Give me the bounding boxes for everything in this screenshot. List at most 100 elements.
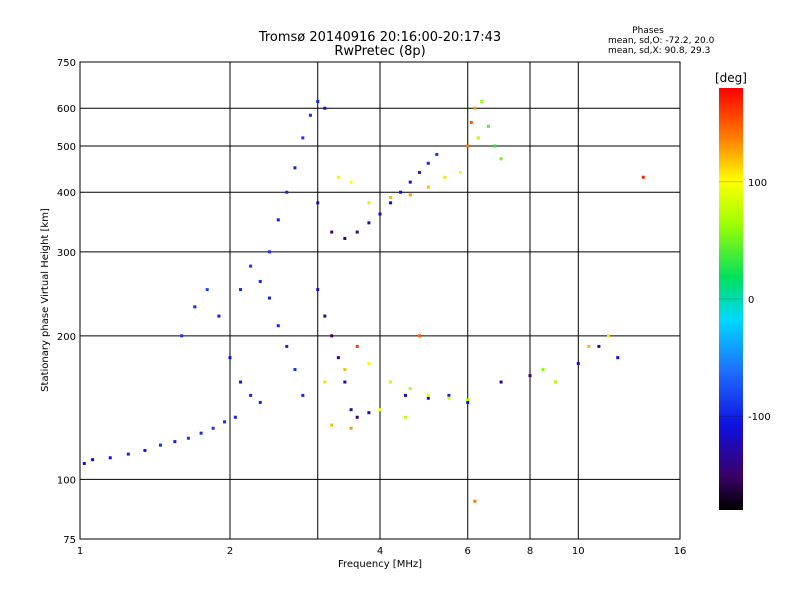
colorbar-tick-label: -100: [748, 412, 771, 423]
data-point-o: [403, 393, 407, 397]
y-tick-label: 750: [57, 58, 76, 69]
data-point-x: [541, 367, 545, 371]
data-point-o: [417, 170, 421, 174]
data-point-o: [336, 356, 340, 360]
data-point-o: [91, 458, 95, 462]
y-tick-label: 600: [57, 104, 76, 115]
data-point-o: [217, 314, 221, 318]
data-point-o: [173, 440, 177, 444]
data-point-o: [276, 324, 280, 328]
colorbar: [719, 88, 743, 510]
colorbar-tick-label: 0: [748, 295, 754, 306]
data-point-o: [205, 288, 209, 292]
data-point-o: [126, 452, 130, 456]
data-point-x: [469, 121, 473, 125]
data-point-x: [607, 334, 611, 338]
chart-subtitle: RwPretec (8p): [334, 44, 425, 59]
data-point-o: [323, 106, 327, 110]
data-point-x: [367, 201, 371, 205]
data-point-o: [258, 279, 262, 283]
data-point-x: [458, 170, 462, 174]
data-point-x: [349, 180, 353, 184]
data-point-x: [378, 408, 382, 412]
x-tick-label: 16: [674, 546, 687, 557]
data-point-o: [349, 408, 353, 412]
grid: [79, 61, 681, 540]
data-point-o: [399, 190, 403, 194]
data-point-x: [349, 426, 353, 430]
x-tick-label: 1: [77, 546, 83, 557]
data-point-x: [447, 396, 451, 400]
y-tick-label: 100: [57, 475, 76, 486]
x-tick-label: 6: [465, 546, 471, 557]
data-point-o: [180, 334, 184, 338]
data-point-o: [499, 380, 503, 384]
data-point-o: [293, 166, 297, 170]
y-tick-label: 75: [63, 535, 76, 546]
data-point-x: [417, 334, 421, 338]
data-point-o: [301, 393, 305, 397]
data-point-x: [426, 185, 430, 189]
data-point-o: [285, 190, 289, 194]
data-point-o: [308, 113, 312, 117]
data-point-x: [336, 175, 340, 179]
data-point-x: [553, 380, 557, 384]
data-point-o: [426, 396, 430, 400]
data-point-o: [316, 288, 320, 292]
data-point-o: [316, 99, 320, 103]
data-point-x: [466, 398, 470, 402]
data-point-o: [528, 374, 532, 378]
data-point-o: [239, 288, 243, 292]
data-point-o: [576, 361, 580, 365]
x-tick-label: 2: [227, 546, 233, 557]
data-point-o: [447, 393, 451, 397]
data-point-o: [285, 344, 289, 348]
data-point-x: [367, 361, 371, 365]
data-point-o: [367, 411, 371, 415]
data-point-o: [343, 380, 347, 384]
data-point-x: [587, 344, 591, 348]
data-point-x: [355, 344, 359, 348]
stats-line-x: mean, sd,X: 90.8, 29.3: [608, 46, 710, 56]
y-tick-label: 400: [57, 188, 76, 199]
data-point-o: [330, 334, 334, 338]
data-point-o: [316, 201, 320, 205]
data-point-x: [426, 393, 430, 397]
y-tick-label: 200: [57, 332, 76, 343]
data-point-o: [301, 136, 305, 140]
y-tick-labels: 75 100 200 300 400 500 600 750: [57, 58, 76, 546]
colorbar-ticks: 100 0 -100: [719, 178, 771, 423]
data-point-o: [267, 250, 271, 254]
stats-line-o: mean, sd,O: -72.2, 20.0: [608, 36, 715, 46]
data-point-x: [466, 144, 470, 148]
data-point-x: [486, 124, 490, 128]
data-point-o: [466, 400, 470, 404]
data-point-x: [403, 415, 407, 419]
data-point-o: [426, 161, 430, 165]
data-point-x: [473, 106, 477, 110]
data-point-x: [493, 144, 497, 148]
data-point-x: [473, 499, 477, 503]
data-point-o: [211, 426, 215, 430]
data-point-x: [389, 195, 393, 199]
y-tick-label: 500: [57, 142, 76, 153]
data-point-x: [343, 367, 347, 371]
data-point-o: [267, 296, 271, 300]
y-tick-label: 300: [57, 248, 76, 259]
data-point-o: [193, 305, 197, 309]
data-point-o: [355, 415, 359, 419]
data-point-o: [367, 221, 371, 225]
data-point-x: [641, 175, 645, 179]
data-point-o: [435, 152, 439, 156]
data-point-o: [228, 356, 232, 360]
data-points: [82, 99, 645, 503]
data-point-o: [239, 380, 243, 384]
x-tick-labels: 1 2 4 6 8 10 16: [77, 546, 687, 557]
data-point-x: [330, 423, 334, 427]
data-point-x: [476, 136, 480, 140]
data-point-o: [276, 218, 280, 222]
data-point-o: [158, 443, 162, 447]
data-point-o: [616, 356, 620, 360]
x-tick-label: 4: [377, 546, 383, 557]
